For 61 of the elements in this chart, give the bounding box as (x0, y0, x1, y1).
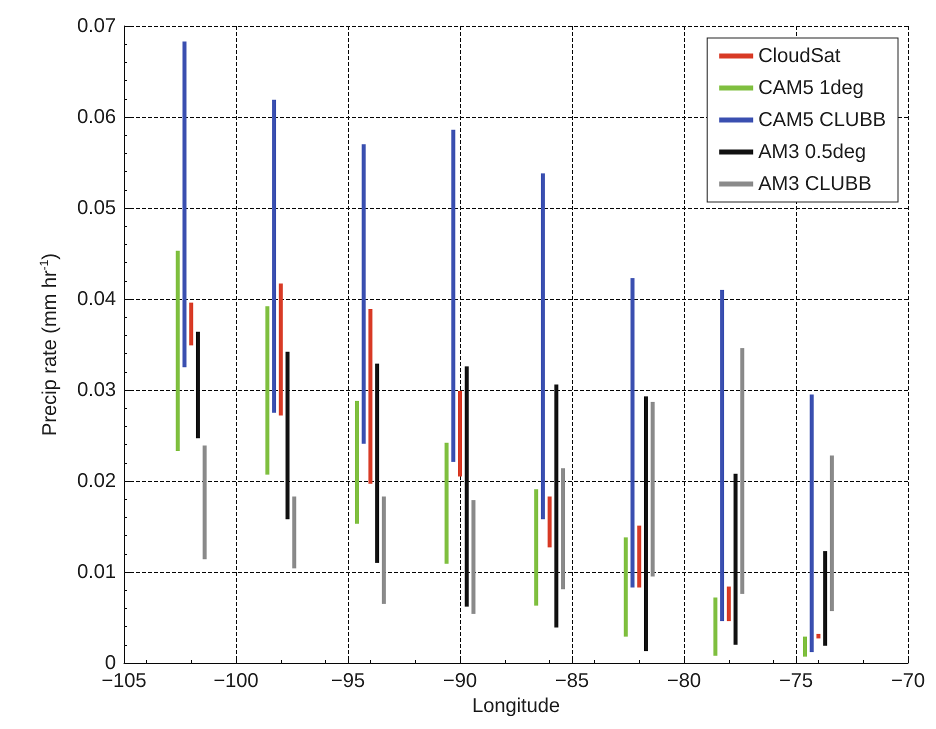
bar (182, 41, 186, 368)
bar (534, 489, 538, 606)
bar (540, 173, 545, 520)
bar (644, 396, 648, 652)
bar (286, 352, 290, 520)
bar (554, 384, 558, 628)
bar (726, 586, 731, 622)
bar (278, 284, 283, 416)
bar (561, 468, 566, 590)
y-tick-label: 0.07 (77, 15, 116, 37)
legend-label: CAM5 CLUBB (758, 109, 886, 131)
x-tick-label: −75 (779, 670, 813, 692)
bar (368, 309, 372, 484)
legend-label: AM3 CLUBB (758, 173, 872, 195)
y-tick-label: 0.05 (77, 197, 116, 219)
bar (816, 634, 820, 638)
y-axis-title: Precip rate (mm hr-1) (37, 253, 61, 436)
bar (624, 537, 628, 637)
bar (830, 456, 834, 612)
y-tick-label: 0.06 (77, 106, 116, 128)
bar (362, 144, 366, 444)
bar (630, 278, 635, 588)
x-tick-label: −95 (331, 670, 365, 692)
bar (202, 446, 207, 560)
y-tick-label: 0.03 (77, 379, 116, 401)
y-tick-label: 0.02 (77, 470, 116, 492)
bar (740, 348, 744, 594)
bar (637, 526, 642, 588)
bar (354, 400, 359, 524)
bar (292, 496, 296, 568)
x-axis-title: Longitude (472, 694, 560, 717)
bar (444, 442, 449, 564)
bar (382, 496, 386, 604)
bar (720, 290, 724, 622)
bar (650, 402, 655, 577)
bar (272, 100, 276, 413)
bar (451, 130, 456, 462)
legend-label: CAM5 1deg (758, 77, 864, 99)
y-tick-label: 0.04 (77, 288, 116, 310)
x-tick-label: −100 (213, 670, 259, 692)
legend-label: CloudSat (758, 45, 841, 67)
bar (265, 306, 270, 475)
bar (176, 250, 180, 451)
bar (196, 332, 200, 438)
x-tick-label: −85 (555, 670, 589, 692)
x-tick-label: −70 (891, 670, 926, 692)
bar (802, 636, 807, 657)
bar (471, 500, 476, 614)
legend-label: AM3 0.5deg (758, 141, 866, 163)
x-tick-label: −90 (443, 670, 477, 692)
bar (823, 551, 828, 646)
y-tick-label: 0.01 (77, 561, 116, 583)
bar (734, 474, 738, 645)
bar (464, 366, 469, 607)
bar (548, 496, 552, 548)
x-tick-label: −80 (667, 670, 701, 692)
bar (458, 390, 462, 476)
bar (713, 597, 718, 656)
bar (189, 302, 194, 346)
bar (375, 364, 380, 563)
bar (810, 394, 814, 652)
